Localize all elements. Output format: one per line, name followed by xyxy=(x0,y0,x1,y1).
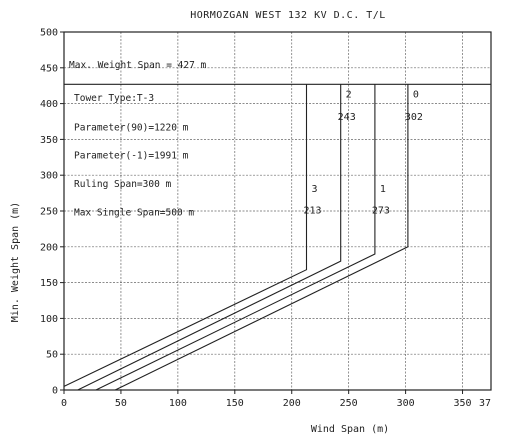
x-tick-label: 250 xyxy=(340,398,358,409)
series-2-line xyxy=(77,84,342,391)
info-line: Parameter(90)=1220 m xyxy=(74,123,189,134)
x-tick-label: 0 xyxy=(61,398,67,409)
y-tick-label: 350 xyxy=(40,135,58,146)
info-box: Tower Type:T-3 Parameter(90)=1220 m Parame… xyxy=(74,93,194,219)
y-tick-label: 500 xyxy=(40,28,58,39)
grid xyxy=(64,32,491,390)
series-0-value: 302 xyxy=(405,112,423,123)
series-0-line xyxy=(114,84,409,391)
y-axis-label: Min. Weight Span (m) xyxy=(10,202,21,322)
series-layer xyxy=(63,84,409,391)
series-0-name: 0 xyxy=(413,90,419,101)
series-3-value: 213 xyxy=(304,206,322,217)
x-tick-label: 200 xyxy=(283,398,301,409)
y-tick-label: 200 xyxy=(40,242,58,253)
x-axis-ticks: 0 50 100 150 200 250 300 350 37 xyxy=(61,390,491,409)
y-tick-label: 100 xyxy=(40,314,58,325)
chart-title: HORMOZGAN WEST 132 KV D.C. T/L xyxy=(190,10,386,21)
series-labels: 0 302 1 273 2 243 3 213 xyxy=(304,90,423,217)
x-tick-label: 300 xyxy=(397,398,415,409)
y-tick-label: 450 xyxy=(40,63,58,74)
series-1-line xyxy=(95,84,376,391)
series-3-line xyxy=(63,84,308,387)
y-axis-ticks: 0 50 100 150 200 250 300 350 400 450 500 xyxy=(40,28,64,397)
x-axis-label: Wind Span (m) xyxy=(311,424,389,435)
x-tick-label: 100 xyxy=(169,398,187,409)
max-weight-span-label: Max. Weight Span = 427 m xyxy=(69,60,207,71)
y-tick-label: 50 xyxy=(46,350,58,361)
x-tick-label: 37 xyxy=(479,398,491,409)
info-line: Ruling Span=300 m xyxy=(74,179,172,190)
series-2-value: 243 xyxy=(338,112,356,123)
y-tick-label: 300 xyxy=(40,171,58,182)
y-tick-label: 400 xyxy=(40,99,58,110)
x-tick-label: 50 xyxy=(115,398,127,409)
series-1-value: 273 xyxy=(372,206,390,217)
series-2-name: 2 xyxy=(346,90,352,101)
y-tick-label: 0 xyxy=(52,386,58,397)
x-tick-label: 350 xyxy=(454,398,472,409)
info-line: Tower Type:T-3 xyxy=(74,93,154,104)
series-1-name: 1 xyxy=(380,184,386,195)
info-line: Max Single Span=500 m xyxy=(74,208,194,219)
y-tick-label: 150 xyxy=(40,278,58,289)
y-tick-label: 250 xyxy=(40,207,58,218)
series-3-name: 3 xyxy=(312,184,318,195)
info-line: Parameter(-1)=1991 m xyxy=(74,150,189,161)
x-tick-label: 150 xyxy=(226,398,244,409)
